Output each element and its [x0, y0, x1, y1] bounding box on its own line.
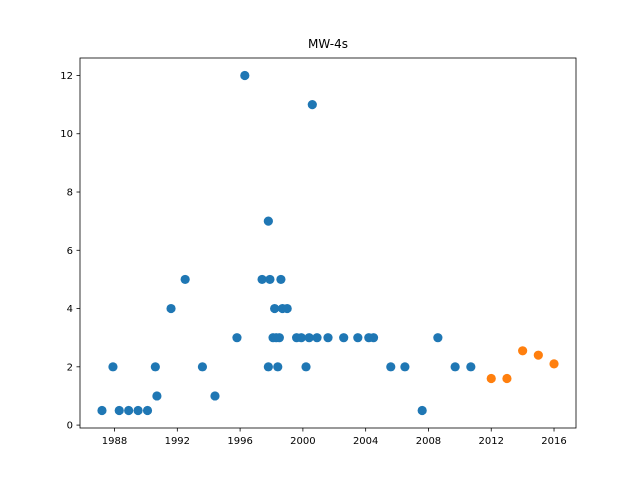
data-point — [339, 333, 349, 343]
data-point — [108, 362, 118, 372]
data-point — [518, 346, 528, 356]
data-point — [323, 333, 333, 343]
x-tick-label: 2016 — [541, 436, 566, 447]
data-point — [166, 303, 176, 314]
series-1 — [97, 70, 476, 416]
x-tick-label: 2008 — [416, 436, 441, 447]
data-point — [263, 362, 273, 372]
data-point — [368, 333, 379, 343]
data-point — [97, 405, 107, 416]
data-point — [270, 303, 280, 314]
data-point — [533, 350, 543, 360]
data-point — [114, 405, 124, 416]
data-point — [282, 303, 292, 314]
data-point — [273, 362, 283, 372]
x-axis: 1988 1992 1996 2000 2004 2008 2012 2016 — [102, 428, 567, 447]
data-point — [307, 100, 317, 110]
y-tick-label: 6 — [67, 246, 73, 257]
y-tick-label: 8 — [67, 188, 73, 199]
data-point — [486, 373, 496, 384]
data-point — [549, 359, 559, 369]
data-point — [150, 362, 160, 372]
data-point — [417, 405, 427, 416]
data-point — [232, 333, 242, 343]
x-tick-label: 2004 — [353, 436, 378, 447]
y-axis: 0 2 4 6 8 10 12 — [60, 71, 80, 432]
data-point — [400, 362, 410, 372]
data-point — [124, 405, 134, 416]
x-tick-label: 1992 — [165, 436, 190, 447]
data-point — [502, 373, 512, 384]
data-point — [304, 333, 314, 343]
data-point — [433, 333, 443, 343]
chart-title: MW-4s — [308, 37, 348, 51]
data-point — [296, 333, 306, 343]
data-point — [180, 274, 190, 285]
x-tick-label: 1988 — [102, 436, 127, 447]
data-point — [197, 362, 208, 372]
data-point — [353, 333, 363, 343]
x-tick-label: 2012 — [479, 436, 504, 447]
data-point — [274, 333, 284, 343]
plot-area — [97, 70, 559, 416]
series-2 — [486, 346, 559, 384]
y-tick-label: 10 — [60, 129, 73, 140]
y-tick-label: 4 — [67, 304, 73, 315]
x-tick-label: 2000 — [290, 436, 315, 447]
y-tick-label: 0 — [67, 421, 73, 432]
data-point — [152, 391, 162, 401]
data-point — [265, 274, 275, 285]
data-point — [386, 362, 396, 372]
data-point — [312, 333, 322, 343]
data-point — [257, 274, 267, 285]
data-point — [466, 362, 476, 372]
data-point — [263, 216, 273, 226]
data-point — [450, 362, 460, 372]
data-point — [142, 405, 153, 416]
plot-frame — [79, 57, 577, 429]
y-tick-label: 2 — [67, 362, 73, 373]
y-tick-label: 12 — [60, 71, 73, 82]
data-point — [240, 70, 250, 81]
data-point — [133, 405, 143, 416]
x-tick-label: 1996 — [227, 436, 252, 447]
data-point — [276, 274, 286, 285]
data-point — [210, 391, 220, 401]
data-point — [301, 362, 311, 372]
